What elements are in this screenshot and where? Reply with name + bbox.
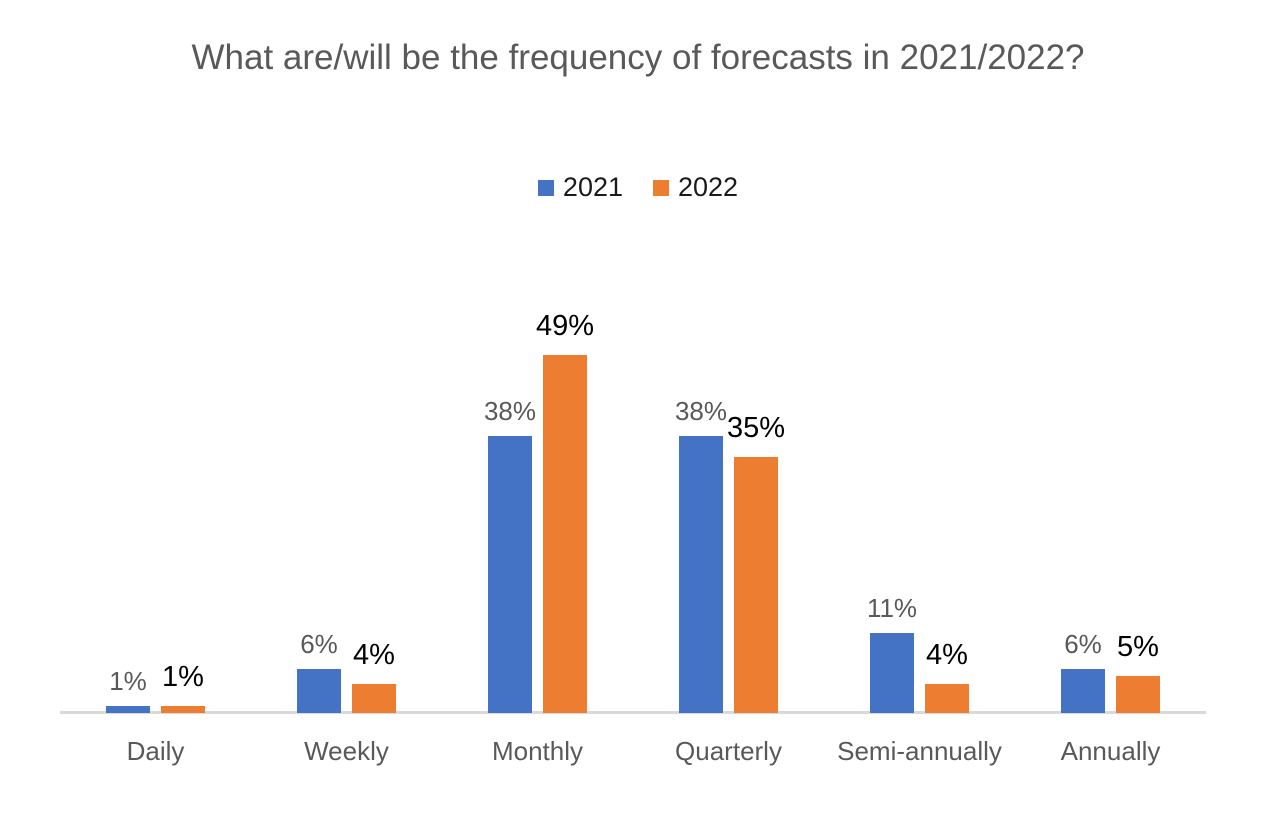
category-label-semi-annually: Semi-annually xyxy=(837,736,1002,766)
bar-2022-quarterly xyxy=(734,457,778,713)
bar-2022-weekly xyxy=(352,684,396,713)
bar-2021-weekly xyxy=(297,669,341,713)
data-label-2022-monthly: 49% xyxy=(535,310,595,342)
legend-item-2021: 2021 xyxy=(537,172,623,203)
legend: 2021 2022 xyxy=(0,172,1276,203)
bar-2021-semi-annually xyxy=(870,633,914,713)
data-label-2021-monthly: 38% xyxy=(483,396,537,426)
data-label-2022-annually: 5% xyxy=(1117,631,1159,663)
data-label-2021-semi-annually: 11% xyxy=(866,593,918,623)
data-label-2021-annually: 6% xyxy=(1064,629,1102,659)
legend-swatch-icon xyxy=(537,179,554,196)
x-axis-line xyxy=(60,711,1206,714)
category-label-weekly: Weekly xyxy=(304,736,389,766)
category-label-quarterly: Quarterly xyxy=(675,736,782,766)
bar-2022-daily xyxy=(161,706,205,713)
bar-2021-daily xyxy=(106,706,150,713)
data-label-2022-daily: 1% xyxy=(162,661,204,693)
bar-2021-annually xyxy=(1061,669,1105,713)
category-label-monthly: Monthly xyxy=(491,736,584,766)
legend-item-2022: 2022 xyxy=(653,172,738,203)
chart-title: What are/will be the frequency of foreca… xyxy=(191,38,1085,77)
category-label-annually: Annually xyxy=(1060,736,1161,766)
bar-2022-annually xyxy=(1116,676,1160,713)
bar-2021-quarterly xyxy=(679,436,723,713)
bar-2021-monthly xyxy=(488,436,532,713)
data-label-2021-weekly: 6% xyxy=(300,629,338,659)
legend-label: 2022 xyxy=(678,172,739,202)
bar-2022-semi-annually xyxy=(925,684,969,713)
bar-2022-monthly xyxy=(543,355,587,713)
data-label-2022-semi-annually: 4% xyxy=(926,639,968,671)
category-label-daily: Daily xyxy=(126,736,185,766)
legend-label: 2021 xyxy=(562,172,623,202)
data-label-2022-quarterly: 35% xyxy=(726,412,786,444)
legend-swatch-icon xyxy=(653,179,669,196)
data-label-2021-quarterly: 38% xyxy=(674,396,728,426)
data-label-2021-daily: 1% xyxy=(109,666,147,696)
data-label-2022-weekly: 4% xyxy=(353,639,395,671)
